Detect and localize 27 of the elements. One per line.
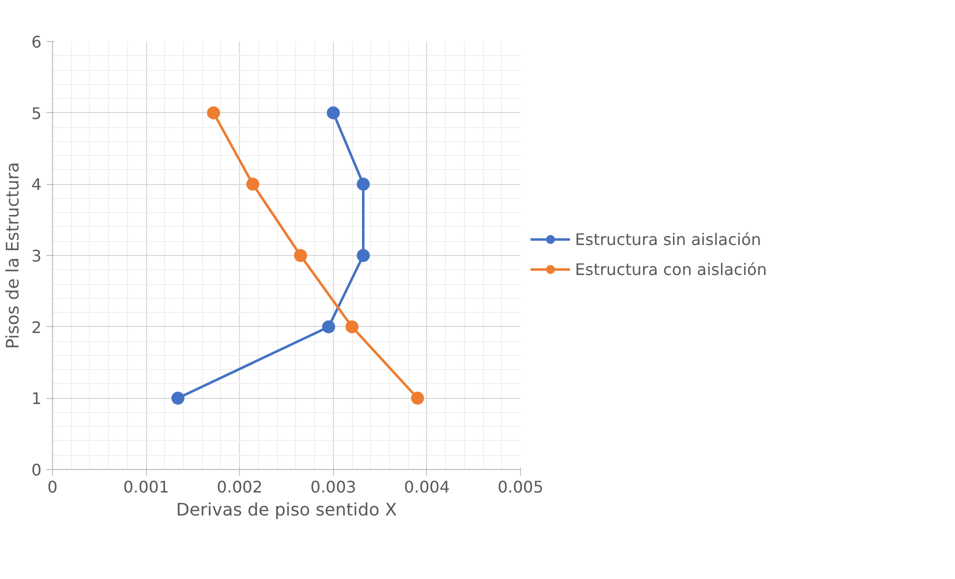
x-tick-label: 0 [47, 478, 58, 496]
x-tick-label: 0.002 [216, 478, 263, 496]
y-tick-label: 1 [31, 389, 42, 408]
point [356, 178, 370, 191]
point [322, 320, 336, 334]
y-tick-label: 3 [31, 246, 42, 266]
y-tick-label: 0 [31, 460, 42, 480]
y-tick-label: 4 [31, 175, 42, 194]
y-axis-title: Pisos de la Estructura [3, 162, 24, 350]
x-tick-label: 0.005 [498, 478, 544, 496]
y-tick-label: 5 [31, 104, 42, 123]
legend-label: Estructura sin aislación [575, 230, 762, 248]
point [294, 249, 308, 262]
point [346, 320, 359, 334]
x-axis-title: Derivas de piso sentido X [176, 500, 397, 520]
x-tick-label: 0.003 [310, 478, 356, 496]
point [206, 106, 220, 120]
x-tick-label: 0.004 [404, 478, 450, 496]
point [246, 178, 260, 191]
point [171, 392, 184, 405]
y-tick-label: 6 [31, 32, 42, 52]
point [411, 392, 424, 405]
y-tick-label: 2 [31, 318, 42, 337]
legend-label: Estructura con aislación [575, 260, 767, 278]
point [356, 249, 370, 262]
point [326, 106, 340, 120]
x-tick-label: 0.001 [123, 478, 170, 496]
